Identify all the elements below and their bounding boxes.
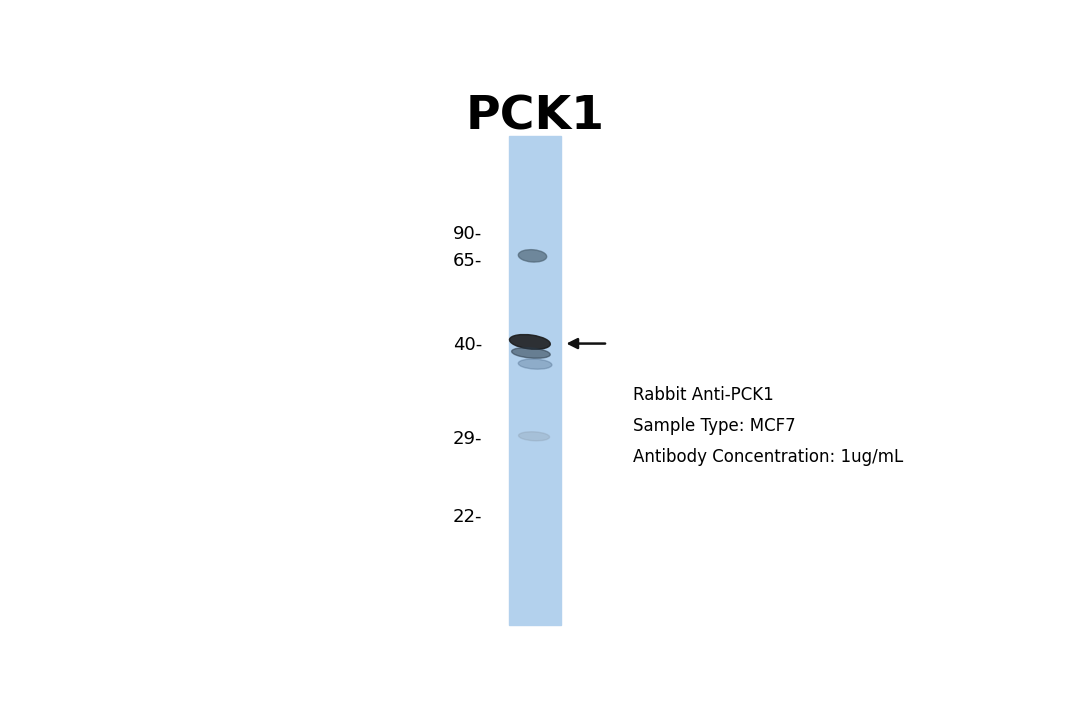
Ellipse shape	[518, 432, 550, 441]
Text: 29-: 29-	[453, 430, 483, 448]
Ellipse shape	[512, 348, 550, 358]
Text: Rabbit Anti-PCK1: Rabbit Anti-PCK1	[633, 386, 773, 404]
Ellipse shape	[518, 249, 546, 262]
Text: Antibody Concentration: 1ug/mL: Antibody Concentration: 1ug/mL	[633, 448, 903, 466]
Text: 65-: 65-	[453, 252, 483, 270]
Ellipse shape	[510, 335, 551, 349]
Text: 40-: 40-	[454, 336, 483, 354]
Ellipse shape	[518, 359, 552, 369]
Text: PCK1: PCK1	[465, 94, 605, 140]
Text: 22-: 22-	[453, 508, 483, 526]
Text: 90-: 90-	[454, 225, 483, 243]
Text: Sample Type: MCF7: Sample Type: MCF7	[633, 417, 796, 435]
Bar	[509, 136, 561, 625]
